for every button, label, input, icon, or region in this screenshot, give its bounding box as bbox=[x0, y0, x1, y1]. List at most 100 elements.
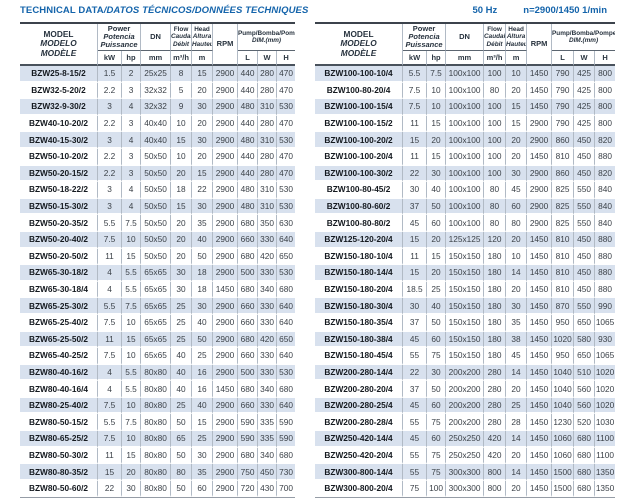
value-cell: 1040 bbox=[552, 381, 575, 398]
value-cell: 18 bbox=[171, 182, 193, 199]
value-cell: 20 bbox=[192, 115, 214, 133]
head-label-en: Head bbox=[508, 25, 524, 33]
value-cell: 1020 bbox=[595, 381, 616, 398]
value-cell: 1450 bbox=[527, 281, 553, 299]
value-cell: 880 bbox=[595, 231, 616, 249]
model-label-es: MODELO bbox=[340, 38, 377, 49]
value-cell: 80x80 bbox=[141, 480, 172, 498]
model-cell: BZW32-5-20/2 bbox=[20, 82, 98, 100]
table-row: BZW80-80-35/2 15 20 80x80 80 35 2900 750 450 730 bbox=[20, 464, 296, 481]
value-cell: 800 bbox=[484, 464, 507, 481]
value-cell: 810 bbox=[552, 231, 575, 249]
model-cell: BZW200-280-28/4 bbox=[315, 414, 404, 432]
value-cell: 5.5 bbox=[98, 215, 122, 232]
value-cell: 15 bbox=[171, 198, 193, 216]
value-cell: 350 bbox=[258, 215, 278, 232]
col-model: MODEL MODELO MODÈLE bbox=[315, 24, 404, 66]
model-cell: BZW150-180-45/4 bbox=[315, 348, 404, 365]
value-cell: 20 bbox=[506, 480, 528, 498]
value-cell: 75 bbox=[403, 480, 428, 498]
value-cell: 2900 bbox=[213, 447, 239, 465]
value-cell: 7.5 bbox=[122, 215, 142, 232]
value-cell: 7.5 bbox=[98, 431, 122, 448]
value-cell: 7.5 bbox=[98, 348, 122, 365]
value-cell: 930 bbox=[595, 331, 616, 349]
value-cell: 11 bbox=[403, 148, 428, 166]
value-cell: 100x100 bbox=[446, 198, 485, 216]
unit-m3h: m³/h bbox=[484, 51, 507, 66]
value-cell: 990 bbox=[595, 298, 616, 315]
value-cell: 50 bbox=[427, 314, 447, 332]
model-cell: BZW100-100-30/2 bbox=[315, 165, 404, 183]
value-cell: 25 bbox=[506, 397, 528, 415]
value-cell: 15 bbox=[192, 414, 214, 432]
head-label-fr: Hauteur bbox=[506, 40, 526, 48]
value-cell: 55 bbox=[403, 414, 428, 432]
model-cell: BZW65-30-18/4 bbox=[20, 281, 98, 299]
value-cell: 45 bbox=[403, 397, 428, 415]
table-row: BZW150-180-45/4 55 75 150x150 180 45 1450 950 65… bbox=[315, 348, 616, 365]
table-row: BZW50-20-40/2 7.5 10 50x50 20 40 2900 660 330 640 bbox=[20, 231, 296, 249]
model-label-en: MODEL bbox=[43, 28, 74, 39]
value-cell: 530 bbox=[277, 364, 296, 382]
value-cell: 11 bbox=[98, 331, 122, 349]
value-cell: 440 bbox=[238, 148, 259, 166]
value-cell: 55 bbox=[403, 464, 428, 481]
value-cell: 20 bbox=[192, 148, 214, 166]
value-cell: 340 bbox=[258, 281, 278, 299]
value-cell: 680 bbox=[574, 431, 596, 448]
unit-w: W bbox=[574, 51, 596, 66]
table-row: BZW100-100-15/4 7.5 10 100x100 100 15 1450 790 4… bbox=[315, 99, 616, 116]
value-cell: 200x200 bbox=[446, 414, 485, 432]
value-cell: 680 bbox=[277, 381, 296, 398]
value-cell: 1065 bbox=[595, 314, 616, 332]
col-dn: DN bbox=[446, 24, 485, 51]
value-cell: 640 bbox=[277, 231, 296, 249]
value-cell: 2900 bbox=[213, 431, 239, 448]
value-cell: 340 bbox=[258, 447, 278, 465]
value-cell: 2 bbox=[122, 66, 142, 83]
value-cell: 3 bbox=[98, 132, 122, 149]
model-cell: BZW80-65-25/2 bbox=[20, 431, 98, 448]
value-cell: 120 bbox=[484, 231, 507, 249]
table-row: BZW150-180-38/4 45 60 150x150 180 38 1450 1020 5… bbox=[315, 331, 616, 349]
value-cell: 790 bbox=[552, 66, 575, 83]
value-cell: 25 bbox=[171, 331, 193, 349]
value-cell: 1450 bbox=[527, 298, 553, 315]
value-cell: 22 bbox=[192, 182, 214, 199]
value-cell: 750 bbox=[238, 464, 259, 481]
value-cell: 10 bbox=[171, 148, 193, 166]
model-cell: BZW200-280-14/4 bbox=[315, 364, 404, 382]
value-cell: 2900 bbox=[213, 215, 239, 232]
value-cell: 790 bbox=[552, 115, 575, 133]
value-cell: 2900 bbox=[213, 414, 239, 432]
table-row: BZW25-8-15/2 1.5 2 25x25 8 15 2900 440 280 470 bbox=[20, 66, 296, 83]
value-cell: 2900 bbox=[213, 248, 239, 266]
value-cell: 2900 bbox=[213, 182, 239, 199]
value-cell: 590 bbox=[238, 431, 259, 448]
model-cell: BZW80-50-60/2 bbox=[20, 480, 98, 498]
col-rpm: RPM bbox=[213, 24, 239, 66]
table-row: BZW50-20-15/2 2.2 3 50x50 20 15 2900 440 280 470 bbox=[20, 165, 296, 183]
value-cell: 25 bbox=[427, 281, 447, 299]
model-cell: BZW40-10-20/2 bbox=[20, 115, 98, 133]
unit-m: m bbox=[192, 51, 214, 66]
power-label-fr: Puissance bbox=[405, 40, 443, 50]
unit-h: H bbox=[595, 51, 616, 66]
value-cell: 730 bbox=[277, 464, 296, 481]
value-cell: 790 bbox=[552, 82, 575, 100]
value-cell: 20 bbox=[122, 464, 142, 481]
model-cell: BZW100-80-45/2 bbox=[315, 182, 404, 199]
value-cell: 1060 bbox=[552, 431, 575, 448]
value-cell: 330 bbox=[258, 348, 278, 365]
value-cell: 700 bbox=[277, 480, 296, 498]
model-cell: BZW200-280-20/4 bbox=[315, 381, 404, 398]
value-cell: 50 bbox=[171, 414, 193, 432]
value-cell: 60 bbox=[427, 331, 447, 349]
value-cell: 720 bbox=[238, 480, 259, 498]
value-cell: 530 bbox=[277, 182, 296, 199]
value-cell: 810 bbox=[552, 248, 575, 266]
table-row: BZW65-30-18/4 4 5.5 65x65 30 18 1450 680 340 680 bbox=[20, 281, 296, 299]
value-cell: 880 bbox=[595, 265, 616, 282]
value-cell: 80x80 bbox=[141, 414, 172, 432]
